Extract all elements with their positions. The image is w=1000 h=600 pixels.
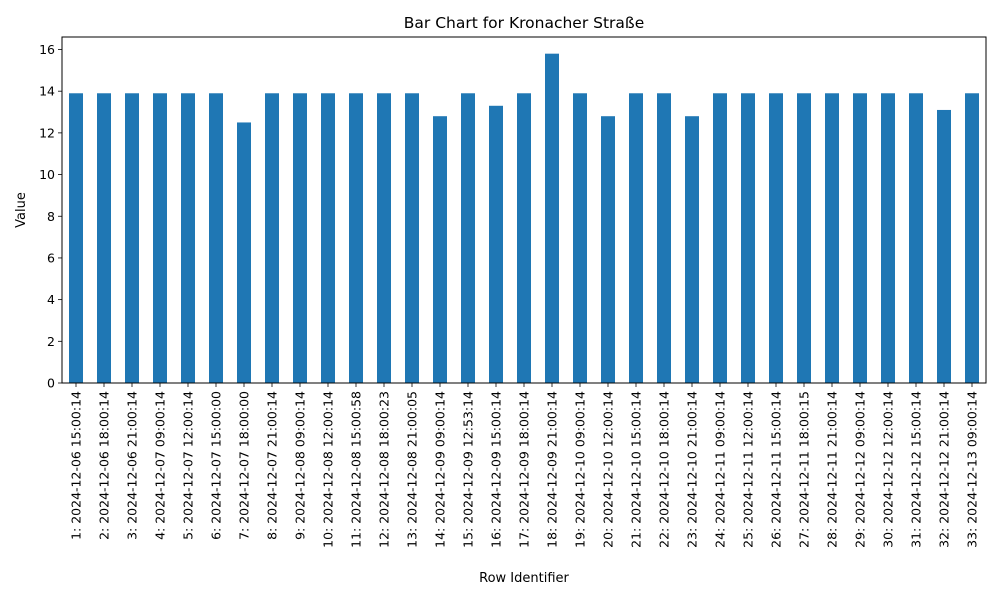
- bar-21: [629, 93, 643, 384]
- x-tick-label: 5: 2024-12-07 12:00:14: [181, 391, 196, 540]
- x-tick-label: 27: 2024-12-11 18:00:15: [797, 391, 812, 548]
- x-tick-label: 32: 2024-12-12 21:00:14: [937, 391, 952, 548]
- bar-20: [601, 116, 615, 383]
- x-tick-label: 31: 2024-12-12 15:00:14: [909, 391, 924, 548]
- x-tick-label: 14: 2024-12-09 09:00:14: [433, 391, 448, 548]
- bar-29: [853, 93, 867, 384]
- bar-28: [825, 93, 839, 384]
- x-tick-label: 33: 2024-12-13 09:00:14: [965, 391, 980, 548]
- plot-frame: [61, 36, 987, 384]
- y-tick-label: 16: [39, 42, 55, 57]
- bar-15: [461, 93, 475, 384]
- bar-31: [909, 93, 923, 384]
- x-tick-label: 2: 2024-12-06 18:00:14: [97, 391, 112, 540]
- x-tick-label: 11: 2024-12-08 15:00:58: [349, 391, 364, 548]
- bar-23: [685, 116, 699, 383]
- x-tick-label: 29: 2024-12-12 09:00:14: [853, 391, 868, 548]
- x-tick-label: 16: 2024-12-09 15:00:14: [489, 391, 504, 548]
- y-tick-label: 8: [47, 209, 55, 224]
- x-tick-label: 22: 2024-12-10 18:00:14: [657, 391, 672, 548]
- x-axis-ticks: 1: 2024-12-06 15:00:14 2: 2024-12-06 18:0…: [69, 383, 980, 548]
- x-tick-label: 25: 2024-12-11 12:00:14: [741, 391, 756, 548]
- x-tick-label: 9: 2024-12-08 09:00:14: [293, 391, 308, 540]
- x-tick-label: 4: 2024-12-07 09:00:14: [153, 391, 168, 540]
- bar-24: [713, 93, 727, 384]
- bar-17: [517, 93, 531, 384]
- y-tick-label: 4: [47, 292, 55, 307]
- x-tick-label: 12: 2024-12-08 18:00:23: [377, 391, 392, 548]
- bar-13: [405, 93, 419, 384]
- bar-22: [657, 93, 671, 384]
- x-tick-label: 17: 2024-12-09 18:00:14: [517, 391, 532, 548]
- x-tick-label: 21: 2024-12-10 15:00:14: [629, 391, 644, 548]
- x-tick-label: 13: 2024-12-08 21:00:05: [405, 391, 420, 548]
- bar-4: [153, 93, 167, 384]
- y-tick-label: 0: [47, 376, 55, 391]
- chart-title: Bar Chart for Kronacher Straße: [404, 14, 644, 32]
- bar-8: [265, 93, 279, 384]
- x-tick-label: 3: 2024-12-06 21:00:14: [125, 391, 140, 540]
- bar-12: [377, 93, 391, 384]
- y-tick-label: 6: [47, 250, 55, 265]
- bar-1: [69, 93, 83, 384]
- bar-19: [573, 93, 587, 384]
- x-tick-label: 15: 2024-12-09 12:53:14: [461, 391, 476, 548]
- x-tick-label: 24: 2024-12-11 09:00:14: [713, 391, 728, 548]
- bar-9: [293, 93, 307, 384]
- x-tick-label: 10: 2024-12-08 12:00:14: [321, 391, 336, 548]
- x-axis-title: Row Identifier: [479, 571, 569, 586]
- x-tick-label: 1: 2024-12-06 15:00:14: [69, 391, 84, 540]
- x-tick-label: 7: 2024-12-07 18:00:00: [237, 391, 252, 540]
- bar-5: [181, 93, 195, 384]
- x-tick-label: 6: 2024-12-07 15:00:00: [209, 391, 224, 540]
- y-axis-title: Value: [14, 192, 29, 228]
- bar-25: [741, 93, 755, 384]
- y-tick-label: 14: [39, 84, 55, 99]
- bar-18: [545, 53, 559, 384]
- bar-33: [965, 93, 979, 384]
- bar-16: [489, 105, 503, 383]
- x-tick-label: 28: 2024-12-11 21:00:14: [825, 391, 840, 548]
- bar-26: [769, 93, 783, 384]
- bar-6: [209, 93, 223, 384]
- bar-3: [125, 93, 139, 384]
- x-tick-label: 20: 2024-12-10 12:00:14: [601, 391, 616, 548]
- bar-11: [349, 93, 363, 384]
- bar-2: [97, 93, 111, 384]
- x-tick-label: 19: 2024-12-10 09:00:14: [573, 391, 588, 548]
- bar-30: [881, 93, 895, 384]
- y-tick-label: 10: [39, 167, 55, 182]
- bar-14: [433, 116, 447, 383]
- bar-7: [237, 122, 251, 384]
- y-tick-label: 2: [47, 334, 55, 349]
- bar-32: [937, 109, 951, 383]
- bar-10: [321, 93, 335, 384]
- bar-27: [797, 93, 811, 384]
- x-tick-label: 18: 2024-12-09 21:00:14: [545, 391, 560, 548]
- x-tick-label: 26: 2024-12-11 15:00:14: [769, 391, 784, 548]
- x-tick-label: 30: 2024-12-12 12:00:14: [881, 391, 896, 548]
- bars-group: [69, 53, 979, 384]
- x-tick-label: 23: 2024-12-10 21:00:14: [685, 391, 700, 548]
- y-axis-ticks: 0 2 4 6 8 10 12 14 16: [39, 42, 62, 391]
- y-tick-label: 12: [39, 125, 55, 140]
- x-tick-label: 8: 2024-12-07 21:00:14: [265, 391, 280, 540]
